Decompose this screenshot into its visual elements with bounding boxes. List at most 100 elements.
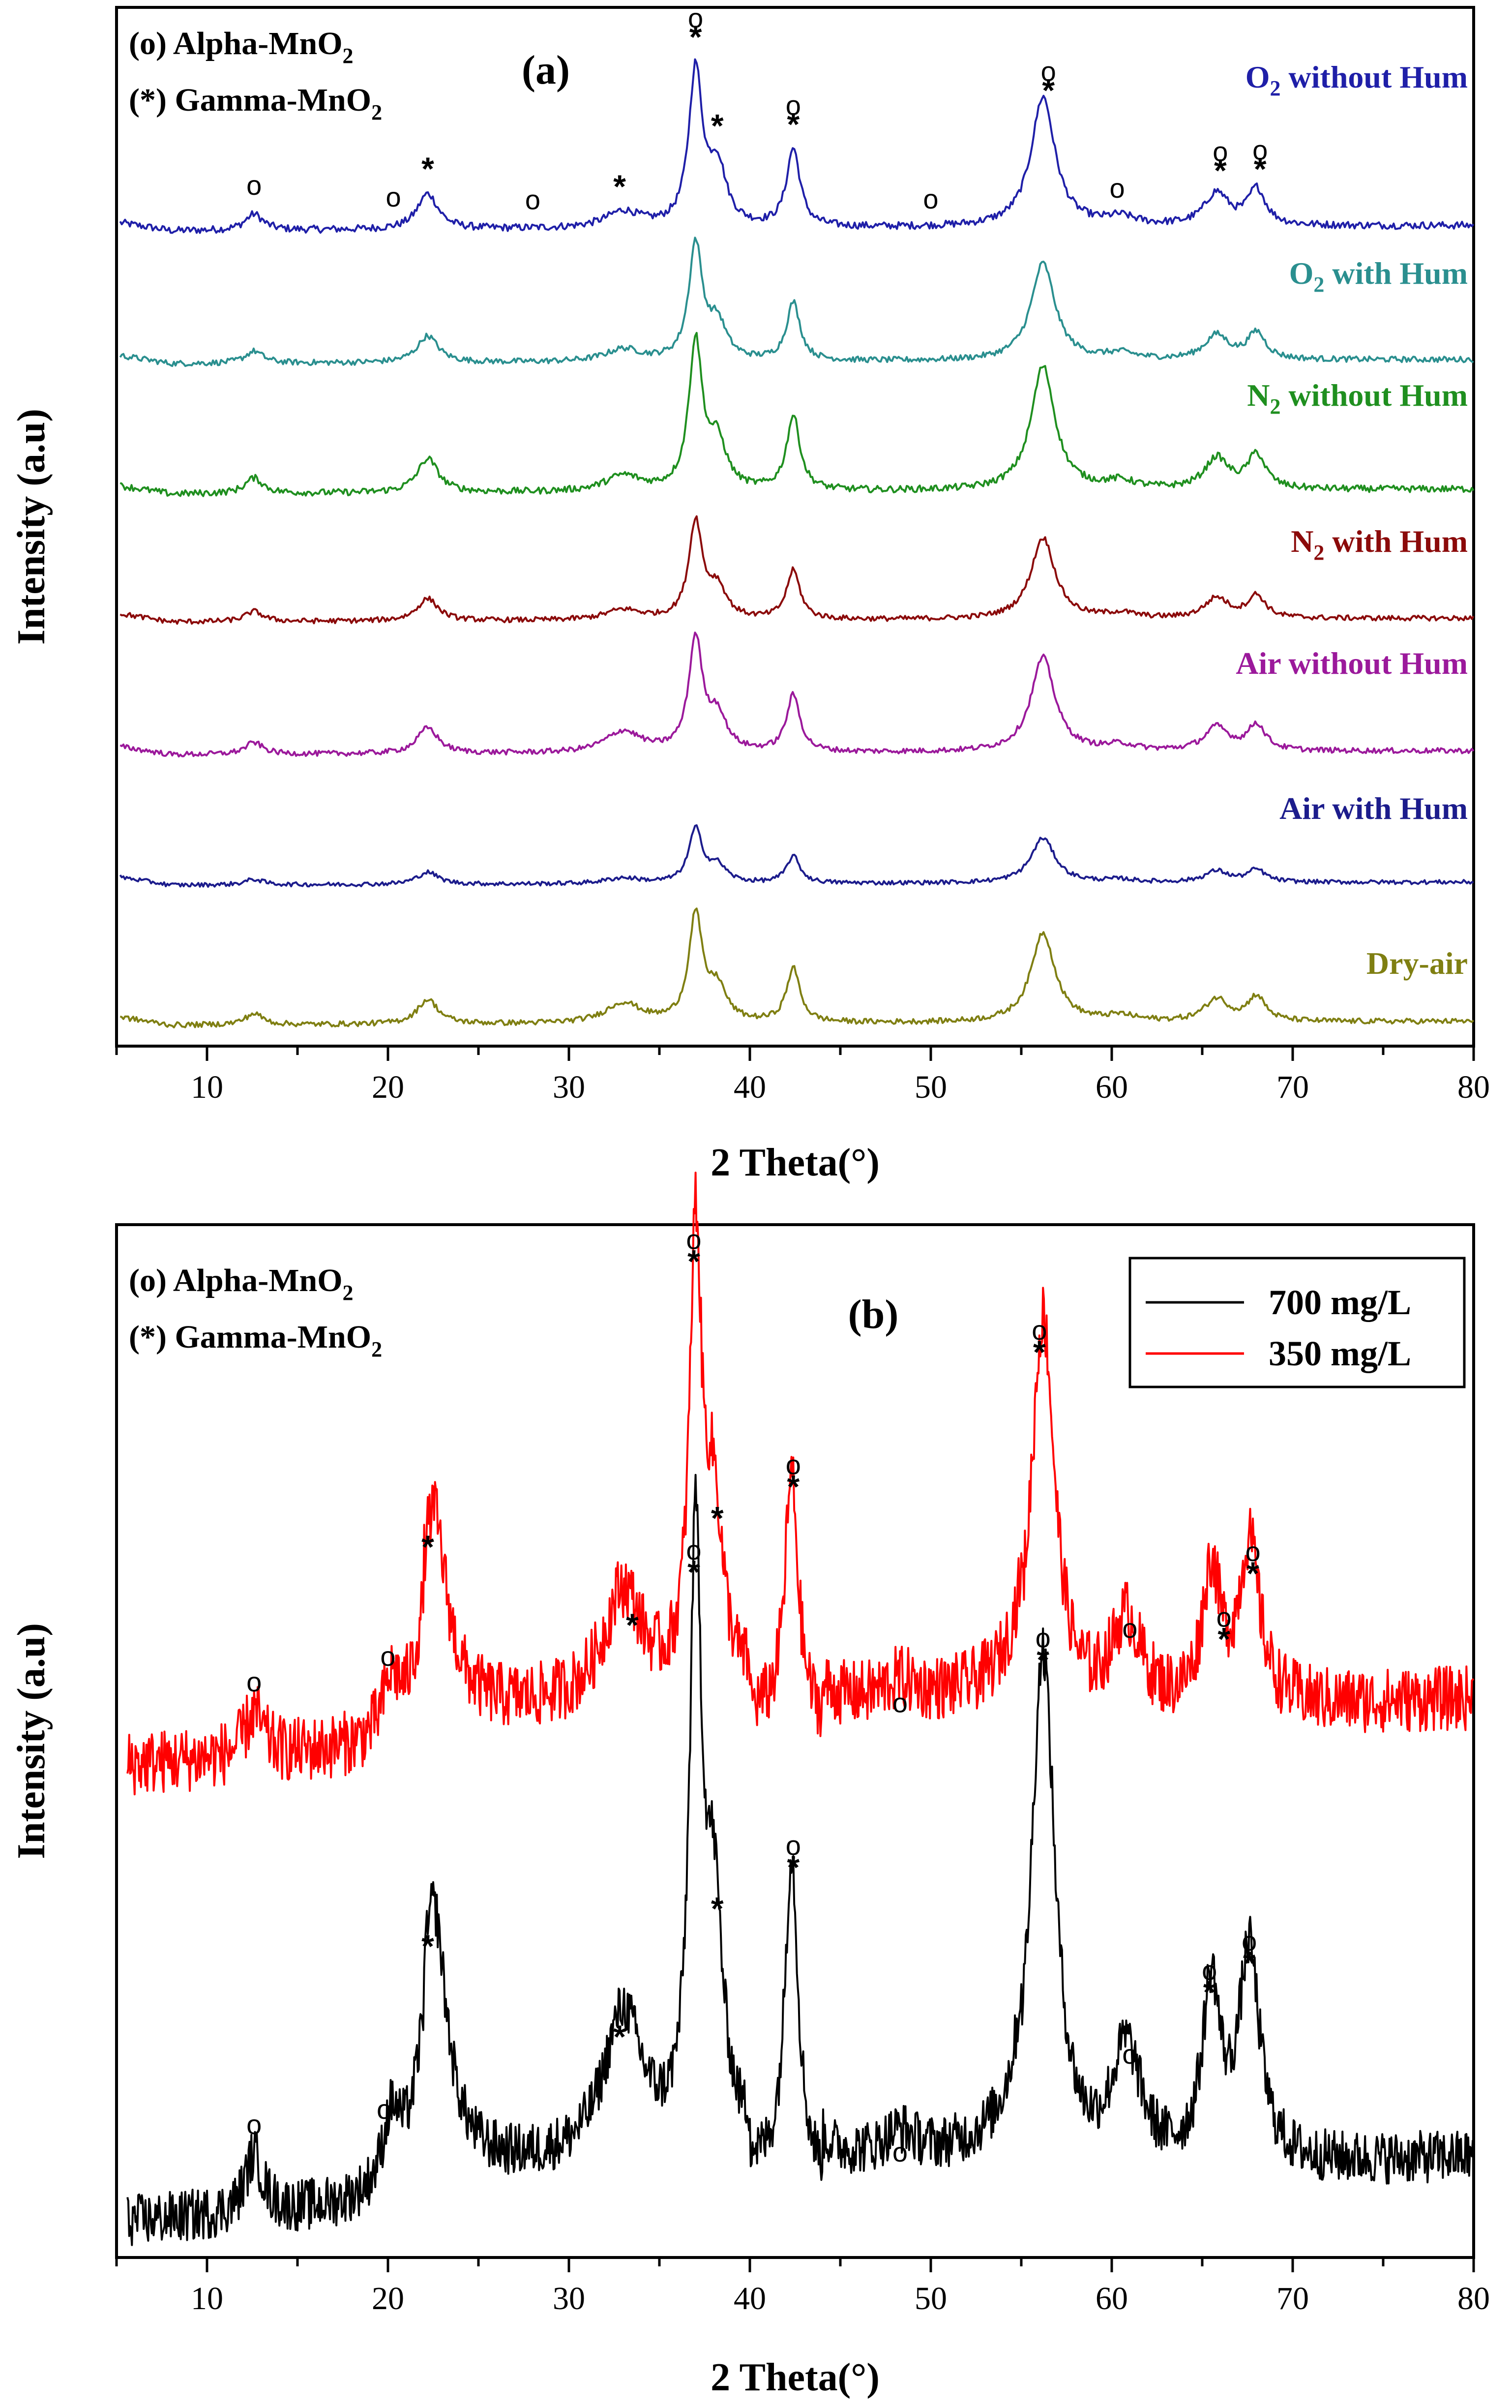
panel-b-phase-markers: o o***o**oo*oo*o *ooo***o**oo*oo *o*o [246,1224,1261,2167]
series-label-a-3: N2 with Hum [1291,524,1468,565]
marker-a-o-5: o [688,2,703,33]
panel-a-x-axis: 10 20 30 40 50 60 70 80 [115,1046,1490,1105]
marker-a-o-9: o [1041,56,1056,87]
marker-a-o-0: o [246,170,262,201]
marker-b-red-o-10: o [1216,1602,1232,1633]
marker-b-black-o-8: o [1036,1622,1051,1653]
marker-a-star-9: * [1042,72,1055,108]
marker-b-black-o-0: o [246,2109,262,2140]
trace-a-1 [119,237,1474,367]
marker-b-black-o-6: o [786,1830,801,1861]
legend-box [1128,1257,1466,1388]
tick-label-a-80: 80 [1457,1069,1490,1105]
marker-b-black-o-10: o [1202,1955,1217,1986]
panel-a-alpha-legend: (o) Alpha-MnO2 [129,26,354,68]
marker-b-red-o-9: o [1122,1613,1137,1644]
marker-b-black-star-10: * [1203,1974,1216,2010]
marker-b-red-o-6: o [786,1449,801,1480]
panel-a-series-labels: O2 without Hum O2 with Hum N2 without Hum N… [1236,60,1468,981]
trace-a-3 [119,515,1475,625]
panel-b-traces [126,1172,1475,2246]
legend-label-700: 700 mg/L [1269,1283,1411,1322]
panel-b-series-legend: 700 mg/L 350 mg/L [1128,1257,1466,1388]
marker-b-black-star-8: * [1037,1641,1049,1678]
marker-b-black-star-3: * [613,2018,626,2055]
marker-a-o-10: o [1109,173,1125,204]
marker-a-o-11: o [1213,136,1228,167]
tick-label-a-30: 30 [553,1069,585,1105]
marker-b-red-o-11: o [1245,1536,1260,1567]
marker-a-star-7: * [787,106,800,142]
marker-a-o-1: o [385,181,401,212]
panel-b-gamma-legend: (*) Gamma-MnO2 [129,1319,382,1361]
trace-b-1 [126,1172,1475,1796]
marker-b-red-star-10: * [1217,1621,1230,1657]
marker-b-black-star-2: * [421,1928,434,1964]
marker-b-black-o-11: o [1242,1926,1257,1956]
panel-a-phase-markers: o o*o **o* *oo*oo *o *o [246,2,1268,215]
trace-a-4 [119,632,1475,758]
panel-b-x-axis: 10 20 30 40 50 60 70 80 [115,2258,1490,2317]
tick-label-a-10: 10 [191,1069,223,1105]
marker-a-star-4: * [613,168,626,205]
marker-a-star-5: * [689,19,702,55]
panel-a-gamma-legend: (*) Gamma-MnO2 [129,82,382,124]
tick-label-b-40: 40 [734,2281,766,2317]
series-label-a-4: Air without Hum [1236,646,1468,681]
tick-label-a-40: 40 [734,1069,766,1105]
trace-a-6 [119,907,1474,1028]
tick-label-a-50: 50 [915,1069,947,1105]
marker-b-black-o-1: o [377,2094,392,2125]
marker-b-black-o-7: o [892,2137,908,2167]
panel-b-x-title: 2 Theta(°) [711,2356,880,2399]
marker-a-star-2: * [421,150,434,187]
tick-label-b-60: 60 [1096,2281,1128,2317]
marker-a-star-12: * [1254,150,1267,187]
marker-b-red-o-1: o [380,1641,395,1672]
trace-b-0 [126,1474,1475,2246]
tick-label-b-30: 30 [553,2281,585,2317]
tick-label-b-80: 80 [1457,2281,1490,2317]
series-label-a-6: Dry-air [1366,946,1468,981]
tick-label-a-70: 70 [1276,1069,1309,1105]
marker-b-black-star-6: * [787,1849,800,1885]
marker-a-star-6: * [711,107,724,144]
trace-a-2 [119,331,1475,497]
tick-label-b-20: 20 [372,2281,404,2317]
marker-a-o-12: o [1252,134,1268,165]
marker-b-red-o-0: o [246,1666,262,1697]
tick-label-a-60: 60 [1096,1069,1128,1105]
panel-b-alpha-legend: (o) Alpha-MnO2 [129,1263,354,1305]
panel-b-plot-frame [115,1223,1475,2259]
trace-a-5 [119,824,1474,888]
panel-a-label: (a) [522,47,570,93]
marker-b-red-star-8: * [1033,1334,1046,1370]
marker-b-black-star-11: * [1243,1945,1256,1981]
tick-label-b-10: 10 [191,2281,223,2317]
panel-b-y-title: Intensity (a.u) [10,1623,53,1859]
marker-b-red-star-3: * [626,1607,639,1643]
series-label-a-5: Air with Hum [1279,791,1468,826]
trace-a-0 [119,58,1475,234]
marker-b-red-star-11: * [1246,1555,1259,1592]
marker-b-red-star-6: * [787,1468,800,1505]
panel-b-chart: o o***o**oo*oo*o *ooo***o**oo*oo *o*o 10 20 3… [10,1172,1490,2399]
marker-b-black-star-4: * [687,1554,700,1590]
marker-b-red-star-2: * [421,1529,434,1565]
marker-a-star-11: * [1214,152,1227,188]
panel-b-label: (b) [848,1292,899,1337]
marker-a-o-3: o [525,184,540,215]
legend-label-350: 350 mg/L [1269,1334,1411,1373]
panel-a-traces [119,58,1475,1028]
marker-a-o-8: o [923,183,938,214]
marker-b-red-star-4: * [687,1243,700,1279]
series-label-a-0: O2 without Hum [1245,60,1468,100]
marker-b-red-o-8: o [1032,1315,1047,1346]
marker-b-black-o-9: o [1122,2039,1137,2070]
series-label-a-1: O2 with Hum [1289,256,1468,297]
marker-a-o-7: o [786,90,801,120]
tick-label-a-20: 20 [372,1069,404,1105]
panel-a-x-title: 2 Theta(°) [711,1141,880,1184]
marker-b-red-star-5: * [711,1500,724,1536]
